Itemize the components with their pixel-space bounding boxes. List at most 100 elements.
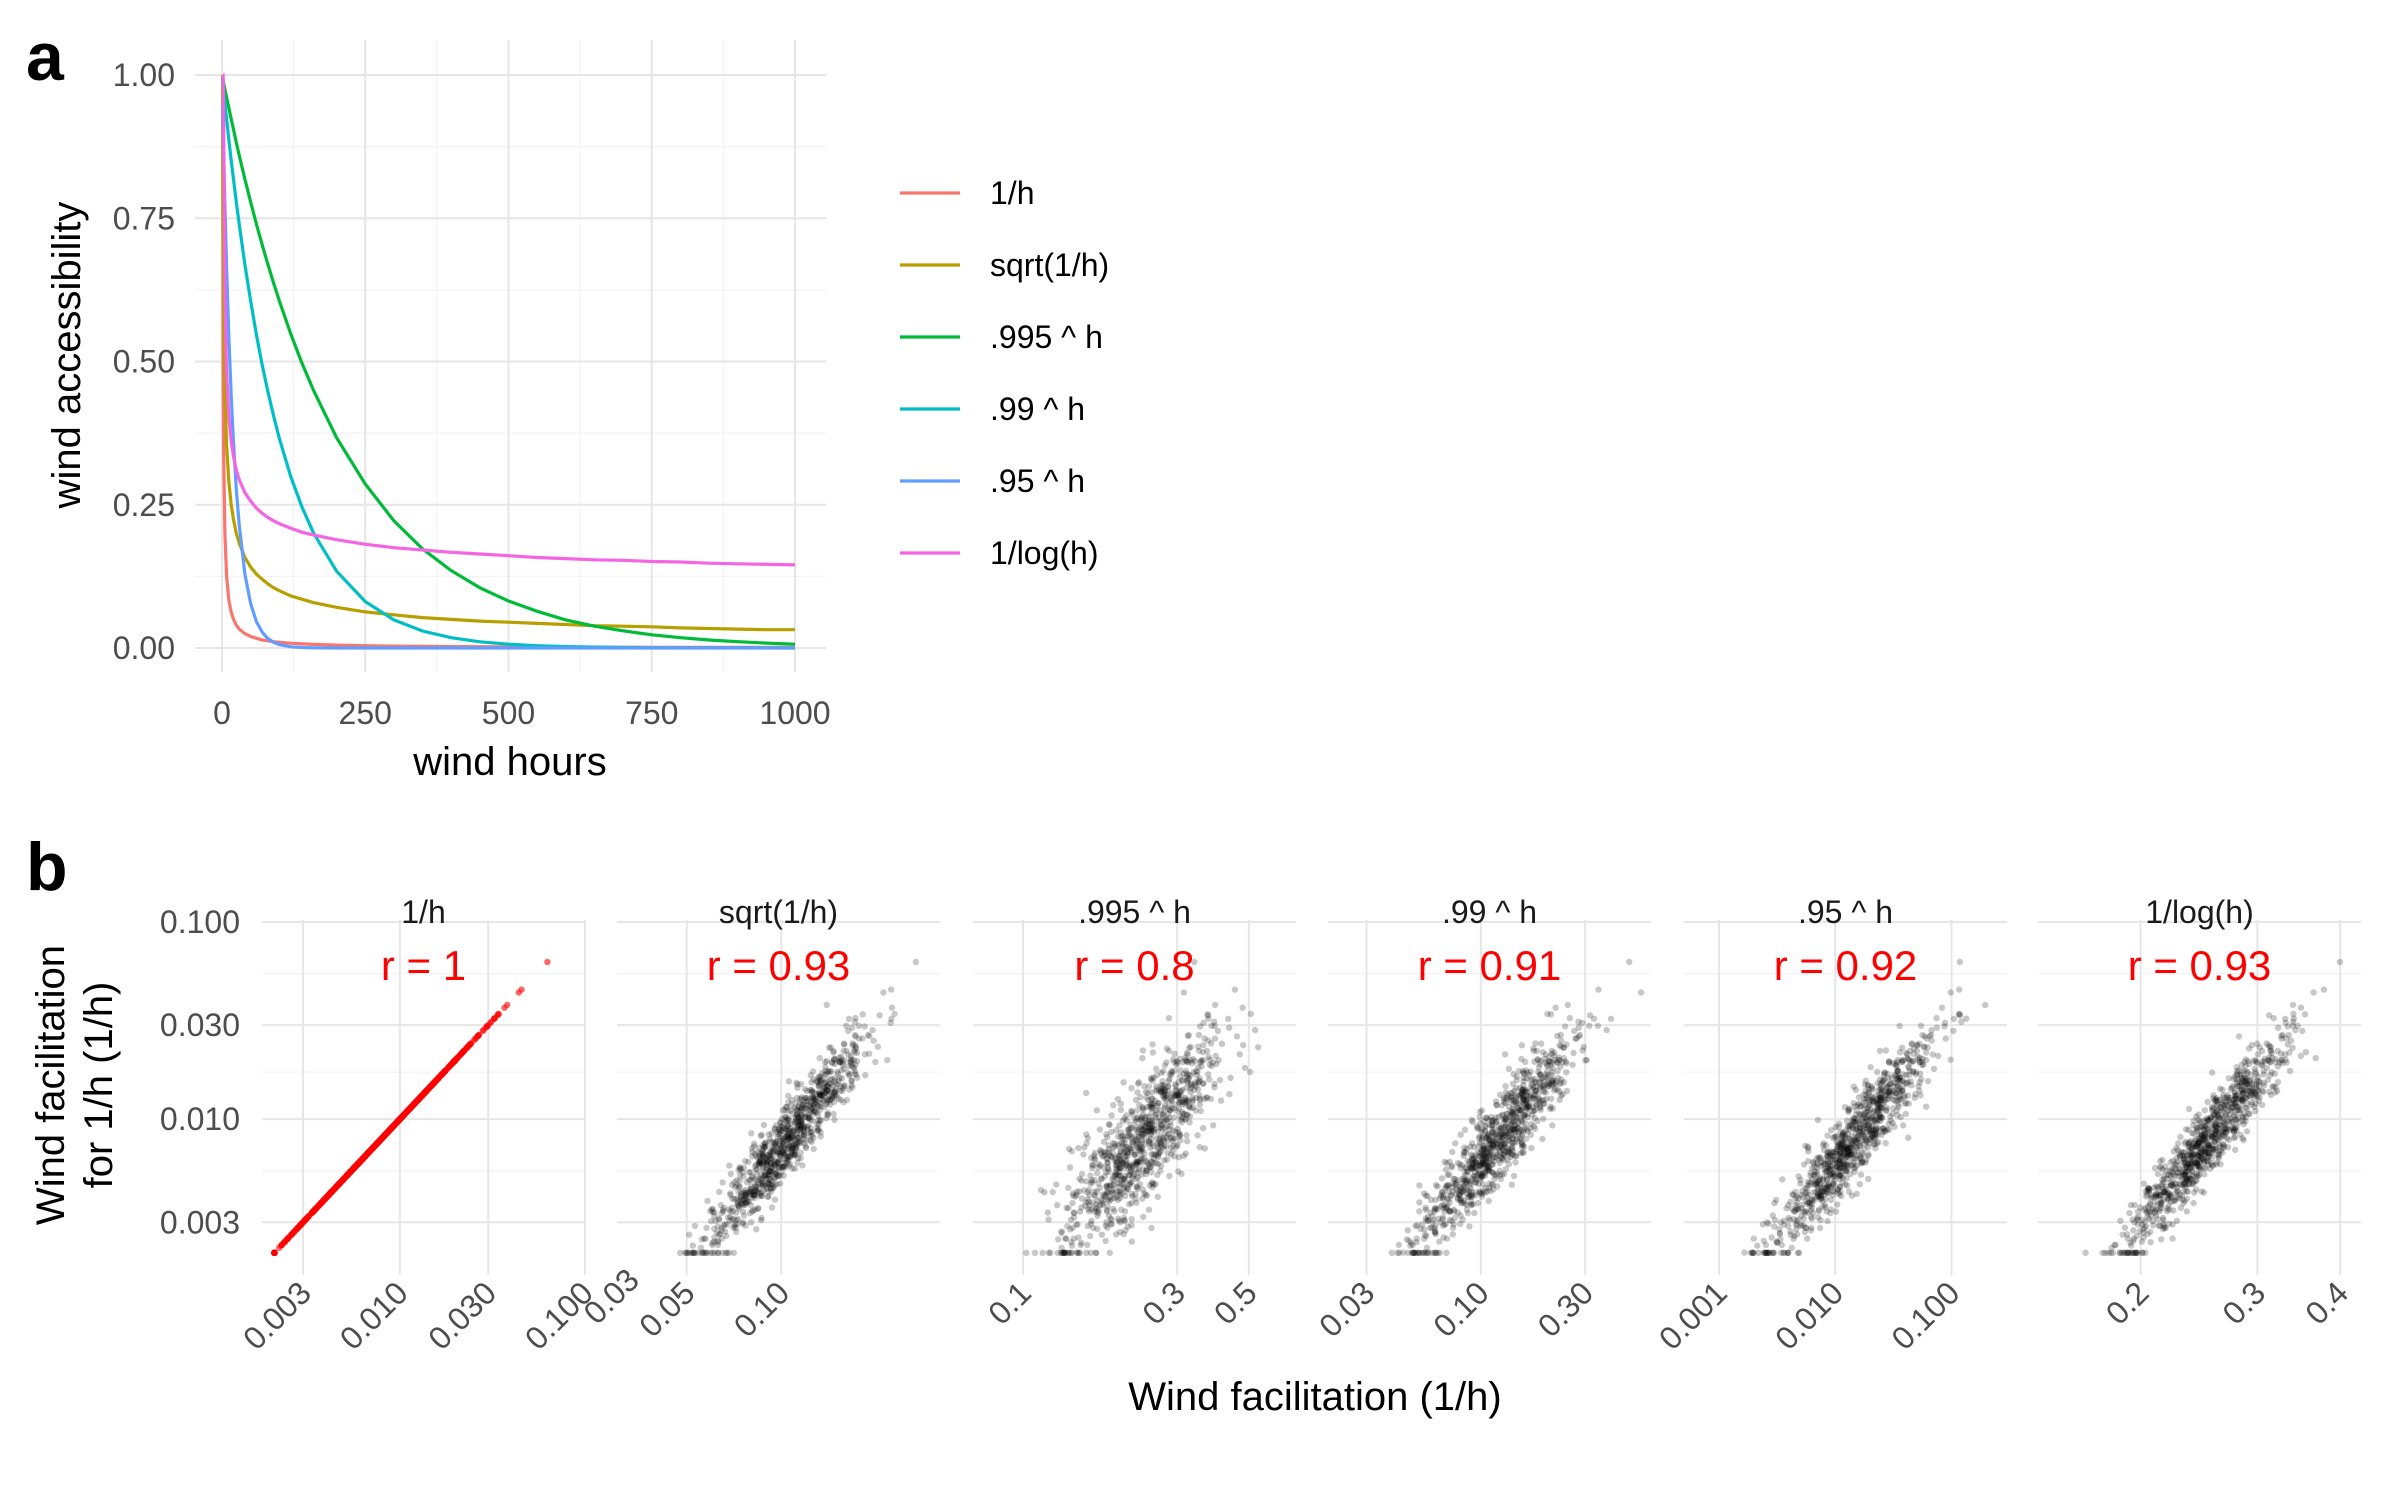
scatter-point [1108, 1221, 1115, 1228]
scatter-point [1552, 1004, 1559, 1011]
scatter-point [756, 1175, 763, 1183]
scatter-point [1822, 1204, 1829, 1211]
scatter-point [1131, 1151, 1139, 1159]
scatter-point [797, 1154, 804, 1162]
scatter-point [748, 1194, 756, 1201]
scatter-point [1559, 1091, 1567, 1098]
scatter-point [742, 1186, 749, 1194]
scatter-point [393, 1119, 400, 1127]
facet-4: .99 ^ hr = 0.910.03 0.10 0.30 [1312, 894, 1651, 1344]
scatter-point [1923, 1103, 1930, 1110]
scatter-point [1784, 1249, 1791, 1257]
scatter-point [1769, 1212, 1777, 1219]
scatter-point [1145, 1096, 1152, 1104]
scatter-point [1910, 1068, 1917, 1075]
scatter-point [1039, 1249, 1046, 1257]
series-line--95-h [221, 103, 795, 650]
scatter-point [1255, 1044, 1262, 1051]
scatter-point [1196, 1047, 1203, 1055]
scatter-point [1889, 1110, 1896, 1118]
scatter-point [828, 1058, 836, 1066]
scatter-point [1930, 1065, 1938, 1073]
scatter-point [802, 1104, 810, 1112]
scatter-point [1170, 1135, 1178, 1142]
scatter-point [1504, 1110, 1511, 1118]
scatter-point [789, 1150, 796, 1157]
scatter-point [731, 1179, 738, 1186]
scatter-point [1564, 1001, 1572, 1009]
scatter-point [1535, 1064, 1543, 1071]
scatter-point [1896, 1088, 1904, 1096]
scatter-point [795, 1126, 802, 1133]
scatter-point [328, 1189, 335, 1196]
scatter-point [1505, 1161, 1513, 1168]
scatter-point [380, 1133, 387, 1140]
scatter-point [491, 1015, 498, 1022]
scatter-point [1195, 1064, 1202, 1071]
scatter-point [1189, 1094, 1196, 1101]
scatter-point [1449, 1148, 1456, 1156]
scatter-point [1165, 1014, 1173, 1022]
scatter-point [861, 1023, 868, 1030]
scatter-point [1443, 1182, 1450, 1189]
scatter-point [1502, 1089, 1510, 1096]
scatter-point [1512, 1094, 1520, 1101]
scatter-point [1772, 1196, 1780, 1204]
scatter-point [843, 1096, 851, 1104]
scatter-point [1449, 1231, 1457, 1238]
scatter-point [711, 1212, 718, 1220]
scatter-point [810, 1095, 817, 1102]
scatter-point [731, 1184, 739, 1191]
scatter-point [1839, 1133, 1846, 1140]
scatter-point [773, 1172, 781, 1180]
scatter-point [1787, 1198, 1794, 1206]
scatter-point [847, 1058, 854, 1065]
scatter-point [1947, 989, 1954, 996]
scatter-point [812, 1098, 820, 1106]
scatter-point [807, 1086, 814, 1094]
scatter-point [1547, 1105, 1554, 1113]
scatter-point [1144, 1119, 1152, 1127]
scatter-point [826, 1044, 833, 1052]
scatter-point [1819, 1175, 1827, 1183]
scatter-point [1502, 1083, 1509, 1090]
scatter-point [1170, 1127, 1177, 1134]
scatter-point [1814, 1116, 1822, 1124]
scatter-point [772, 1167, 779, 1175]
scatter-point [1787, 1231, 1794, 1238]
scatter-point [1106, 1249, 1114, 1257]
scatter-point [1165, 1047, 1173, 1055]
scatter-point [1852, 1119, 1860, 1127]
scatter-point [1845, 1145, 1852, 1152]
scatter-point [1800, 1215, 1807, 1222]
scatter-point [1114, 1215, 1122, 1222]
scatter-point [1102, 1222, 1110, 1229]
scatter-point [1068, 1148, 1075, 1155]
scatter-point [801, 1100, 808, 1107]
scatter-point [791, 1165, 799, 1172]
scatter-point [743, 1179, 750, 1186]
scatter-point [876, 1012, 883, 1019]
panel-a-x-axis-title: wind hours [412, 740, 606, 784]
scatter-point [1763, 1249, 1770, 1257]
scatter-point [1873, 1096, 1881, 1104]
scatter-point [1499, 1171, 1506, 1178]
panel-a-y-tick-label: 1.00 [113, 57, 175, 93]
scatter-point [809, 1068, 817, 1075]
scatter-point [1836, 1171, 1843, 1178]
scatter-point [278, 1241, 285, 1249]
scatter-point [1436, 1194, 1444, 1202]
scatter-point [356, 1158, 363, 1166]
scatter-point [836, 1059, 844, 1066]
scatter-point [1448, 1191, 1455, 1199]
scatter-point [1128, 1085, 1135, 1092]
scatter-point [1466, 1180, 1474, 1187]
scatter-point [1236, 1051, 1244, 1058]
scatter-point [1843, 1153, 1851, 1160]
scatter-point [335, 1180, 343, 1188]
scatter-point [816, 1081, 823, 1088]
scatter-point [778, 1128, 785, 1135]
scatter-point [1105, 1168, 1112, 1176]
scatter-point [708, 1206, 715, 1213]
scatter-point [1085, 1205, 1092, 1213]
